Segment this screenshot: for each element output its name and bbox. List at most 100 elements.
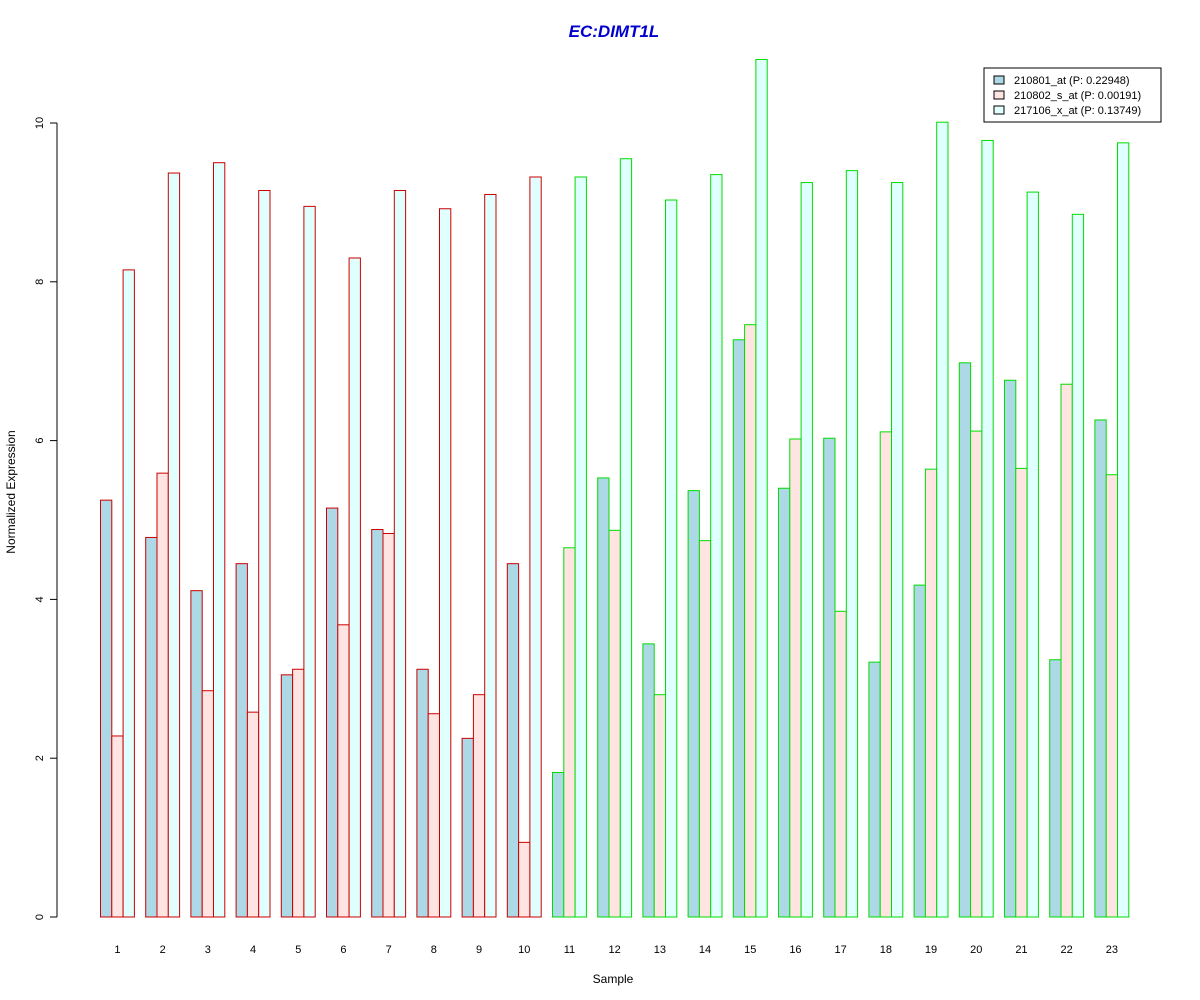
bar [958, 362, 972, 918]
x-tick-label: 4 [250, 944, 256, 956]
bar [326, 507, 339, 918]
legend-entry: 217106_x_at (P: 0.13749) [1014, 105, 1141, 117]
bar [913, 584, 926, 918]
bar [597, 477, 610, 918]
x-tick-label: 1 [114, 944, 120, 956]
bar [111, 735, 124, 918]
bar [665, 199, 678, 918]
x-tick-label: 22 [1061, 944, 1073, 956]
x-tick-label: 12 [609, 944, 621, 956]
bar [484, 193, 497, 918]
legend-swatch [993, 90, 1005, 100]
bar [834, 610, 847, 918]
bar [235, 563, 248, 918]
legend: 210801_at (P: 0.22948) 210802_s_at (P: 0.… [983, 67, 1162, 123]
bar [371, 529, 384, 918]
bar [122, 269, 135, 918]
bar [687, 490, 700, 918]
y-tick-label: 2 [34, 755, 46, 761]
bar [823, 437, 836, 918]
x-tick-label: 7 [386, 944, 392, 956]
x-tick-label: 19 [925, 944, 937, 956]
bar [416, 668, 429, 918]
bars-group [100, 58, 1130, 918]
y-tick-label: 6 [34, 438, 46, 444]
bar [518, 841, 531, 918]
x-tick-label: 20 [970, 944, 982, 956]
x-tick-label: 18 [880, 944, 892, 956]
bar [924, 468, 938, 918]
bar [1117, 142, 1130, 918]
bar [1071, 213, 1085, 918]
bar [213, 162, 226, 918]
bar [552, 771, 565, 918]
x-tick-label: 2 [160, 944, 166, 956]
x-tick-label: 6 [340, 944, 346, 956]
bar [145, 536, 158, 918]
bar [201, 690, 214, 918]
x-tick-label: 13 [654, 944, 666, 956]
x-tick-label: 14 [699, 944, 711, 956]
legend-swatch [993, 105, 1005, 115]
x-tick-label: 16 [789, 944, 801, 956]
bar [936, 121, 949, 918]
bar [1094, 419, 1107, 918]
x-tick-label: 9 [476, 944, 482, 956]
y-axis: 0 2 4 6 8 10 [34, 117, 58, 920]
legend-entry: 210801_at (P: 0.22948) [1014, 75, 1130, 87]
bar [981, 139, 994, 918]
bar [891, 182, 904, 918]
bar [698, 540, 712, 918]
bar [337, 624, 350, 918]
y-tick-label: 4 [34, 596, 46, 602]
bar [845, 170, 859, 918]
bar [506, 563, 520, 918]
bar [868, 661, 881, 918]
bar [303, 205, 316, 918]
bar [1049, 659, 1062, 918]
bar [529, 176, 542, 918]
legend-swatch [993, 75, 1005, 85]
bar [382, 532, 395, 918]
bar [1004, 379, 1017, 918]
x-axis-ticks: 1 2 3 4 5 6 7 8 9 10 11 12 13 14 15 16 17 18 19 20 21 22 23 [114, 944, 1118, 956]
bar [755, 58, 768, 918]
bar [439, 208, 452, 918]
legend-entry: 210802_s_at (P: 0.00191) [1014, 90, 1141, 102]
bar [190, 590, 203, 918]
bar [292, 668, 305, 918]
y-tick-label: 0 [34, 914, 46, 920]
bar [393, 189, 407, 918]
chart-title: EC:DIMT1L [569, 22, 660, 41]
x-tick-label: 17 [835, 944, 847, 956]
bar [258, 189, 271, 918]
bar [744, 324, 757, 918]
y-axis-label: Normalized Expression [4, 430, 18, 553]
x-tick-label: 8 [431, 944, 437, 956]
bar [100, 499, 113, 918]
bar [789, 438, 802, 918]
bar [246, 711, 260, 918]
x-tick-label: 3 [205, 944, 211, 956]
bar [563, 547, 576, 918]
x-tick-label: 23 [1106, 944, 1118, 956]
bar [879, 431, 893, 918]
bar [619, 158, 633, 918]
bar [1026, 191, 1039, 918]
bar [167, 172, 181, 918]
x-tick-label: 11 [564, 944, 575, 956]
y-tick-label: 10 [34, 117, 46, 129]
bar [348, 257, 361, 918]
bar [472, 694, 486, 918]
bar [1105, 474, 1118, 918]
bar [1015, 467, 1028, 918]
bar [574, 176, 587, 918]
y-tick-label: 8 [34, 279, 46, 285]
bar [653, 694, 667, 918]
x-tick-label: 21 [1015, 944, 1027, 956]
bar [461, 737, 474, 918]
bar [800, 182, 813, 918]
bar [642, 643, 655, 918]
bar [156, 472, 169, 918]
bar [970, 430, 983, 918]
